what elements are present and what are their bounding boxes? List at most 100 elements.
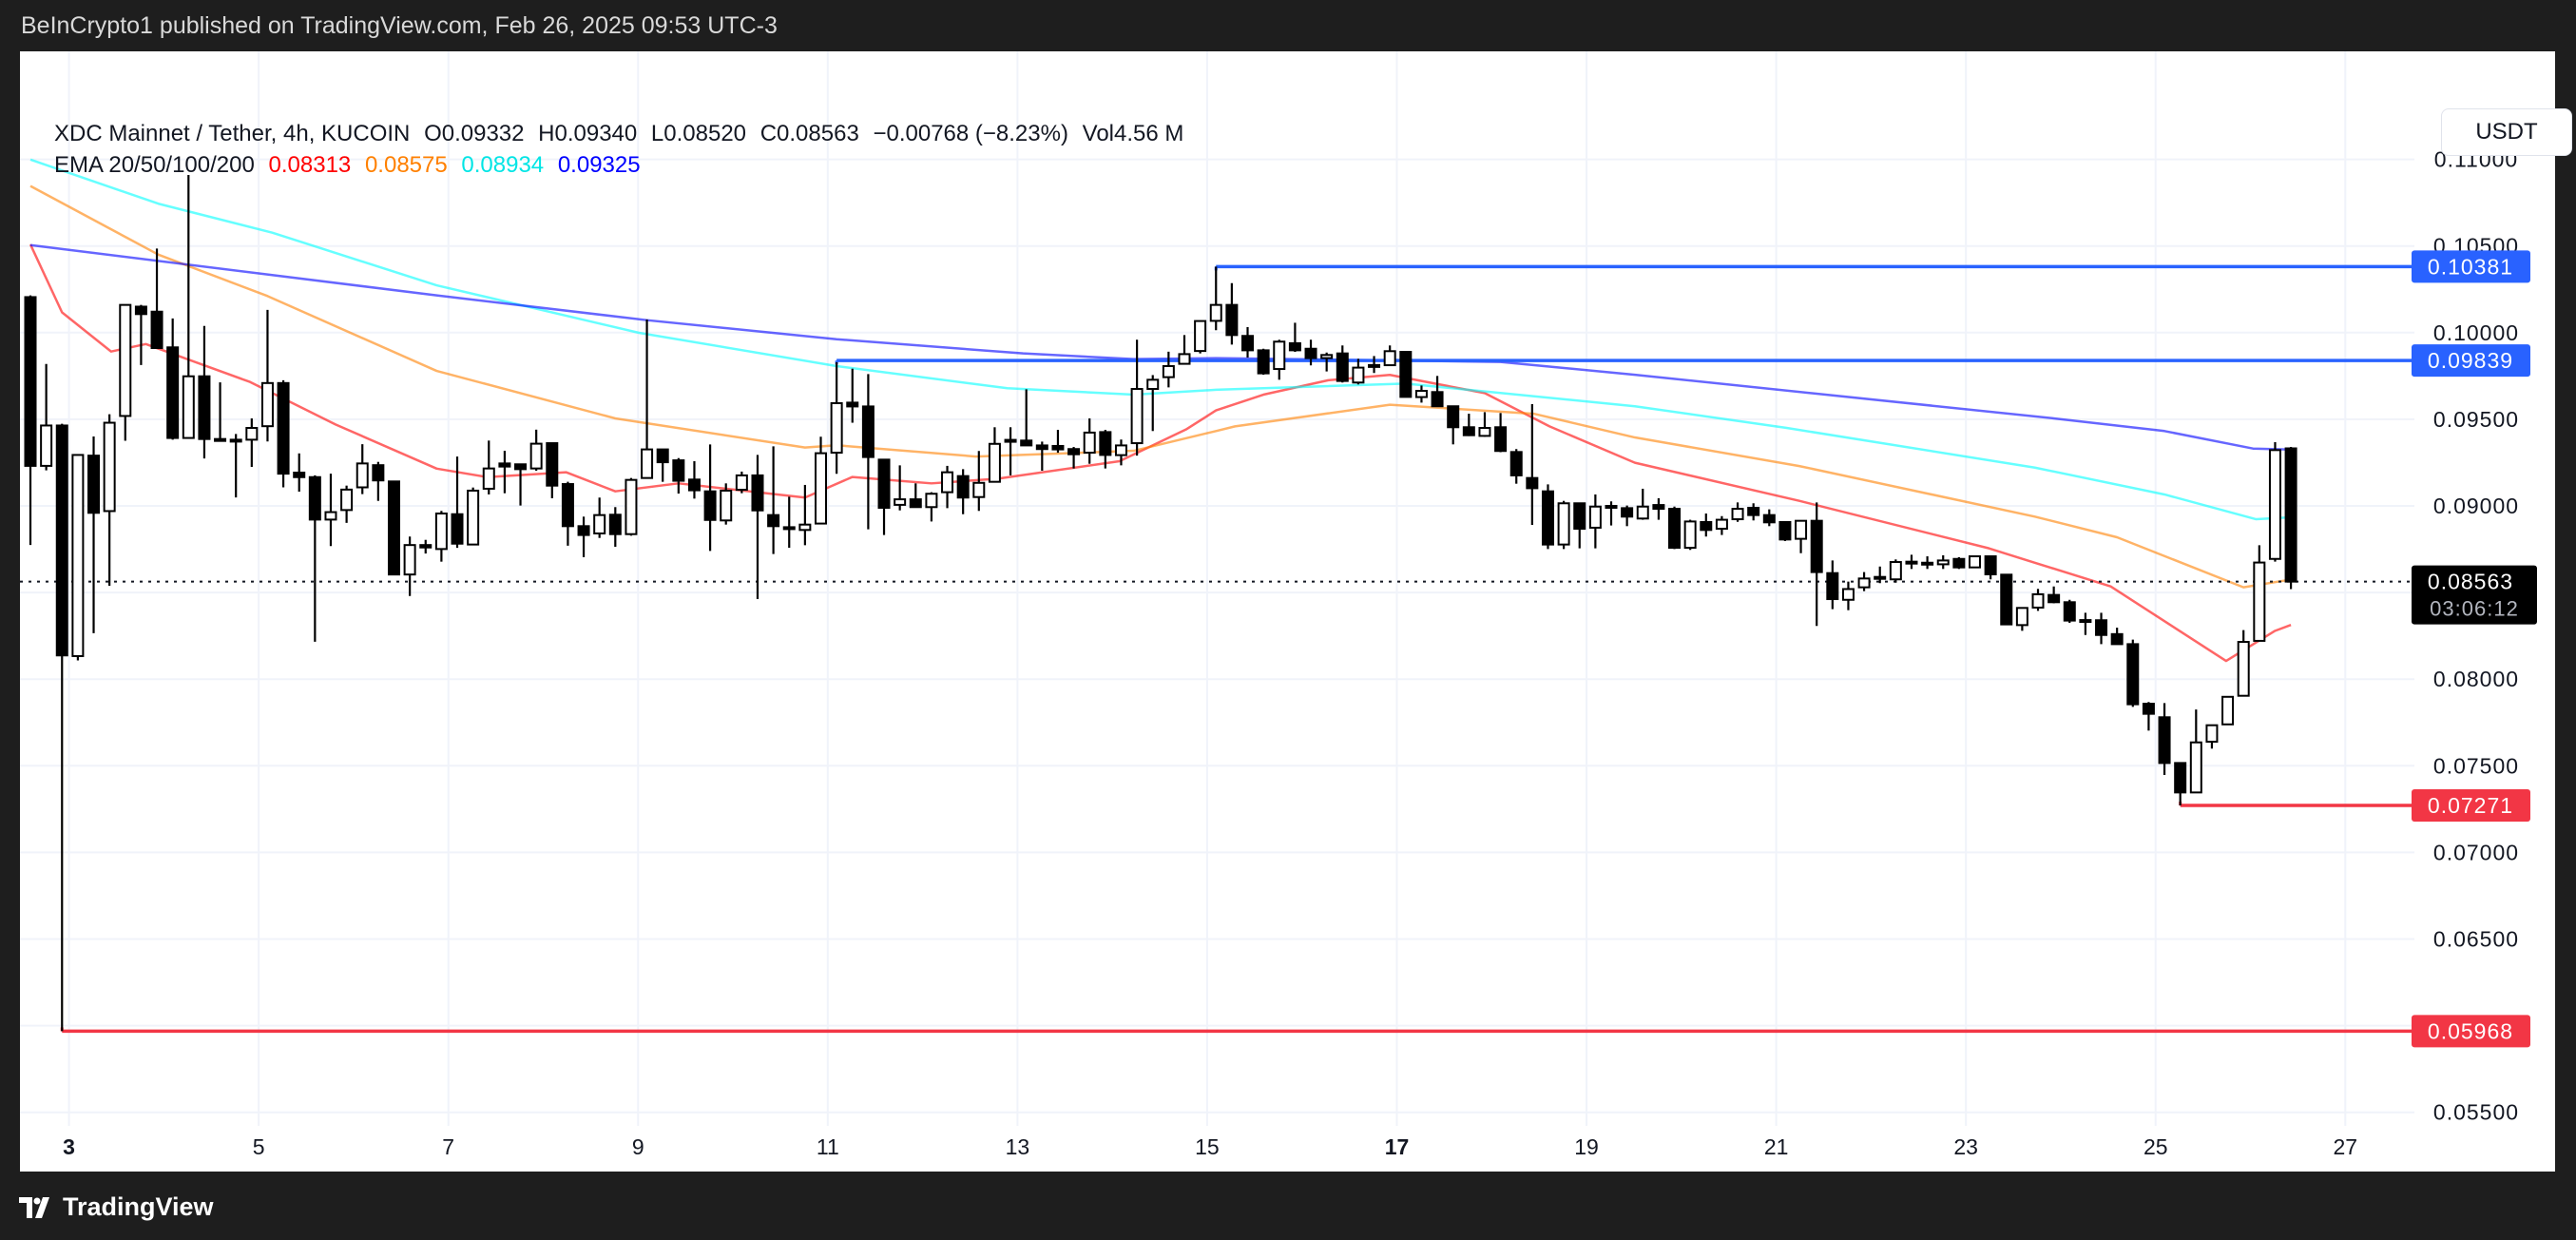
candle[interactable] — [720, 483, 733, 525]
candle[interactable] — [1225, 282, 1239, 345]
candle[interactable] — [2126, 639, 2140, 707]
candle[interactable] — [1541, 484, 1554, 550]
candle[interactable] — [2158, 703, 2171, 775]
candle[interactable] — [1399, 351, 1413, 398]
candle[interactable] — [925, 492, 938, 522]
candle[interactable] — [324, 474, 337, 547]
candle[interactable] — [293, 453, 306, 493]
candle[interactable] — [1035, 441, 1048, 472]
candle[interactable] — [815, 436, 827, 525]
candle[interactable] — [2189, 709, 2202, 794]
candle[interactable] — [1509, 449, 1523, 484]
candle[interactable] — [751, 455, 764, 600]
candle[interactable] — [1857, 572, 1871, 591]
candle[interactable] — [214, 382, 227, 442]
candle[interactable] — [1304, 339, 1317, 366]
candle[interactable] — [2110, 628, 2124, 646]
candle[interactable] — [2253, 545, 2266, 642]
candle[interactable] — [672, 457, 685, 494]
candle[interactable] — [1921, 556, 1934, 570]
candle[interactable] — [735, 471, 748, 494]
candle[interactable] — [2095, 612, 2108, 645]
candle[interactable] — [2142, 702, 2155, 731]
candle[interactable] — [229, 434, 242, 498]
candle[interactable] — [1526, 404, 1539, 526]
candle[interactable] — [467, 487, 480, 546]
candle[interactable] — [260, 309, 274, 442]
candle[interactable] — [2079, 612, 2092, 635]
candle[interactable] — [403, 536, 416, 596]
candle[interactable] — [1020, 389, 1033, 447]
candle[interactable] — [451, 456, 464, 549]
candle[interactable] — [861, 374, 875, 530]
candle[interactable] — [1083, 417, 1096, 464]
candle[interactable] — [434, 511, 448, 562]
candle[interactable] — [1194, 320, 1207, 354]
candle[interactable] — [1336, 345, 1349, 383]
candle[interactable] — [1778, 520, 1792, 541]
candle[interactable] — [1447, 405, 1460, 445]
candlestick-chart[interactable]: 3 5 7 9 11 13 15 17 19 21 23 25 270.110000.105000.10… — [20, 51, 2555, 1172]
candle[interactable] — [71, 454, 85, 661]
candle[interactable] — [1288, 322, 1301, 353]
candle[interactable] — [1478, 412, 1491, 437]
candle[interactable] — [387, 480, 400, 576]
candle[interactable] — [245, 417, 259, 468]
candle[interactable] — [641, 319, 654, 479]
symbol-title[interactable]: XDC Mainnet / Tether, 4h, KUCOIN — [54, 121, 411, 146]
candle[interactable] — [1209, 266, 1222, 331]
candle[interactable] — [2237, 630, 2250, 697]
candle[interactable] — [514, 463, 528, 506]
candle[interactable] — [546, 442, 559, 498]
candle[interactable] — [419, 539, 433, 554]
tradingview-logo[interactable]: TradingView — [19, 1192, 214, 1222]
candle[interactable] — [1557, 500, 1570, 550]
candle[interactable] — [1414, 385, 1428, 403]
candle[interactable] — [2284, 447, 2297, 590]
candle[interactable] — [1936, 554, 1950, 570]
candle[interactable] — [1762, 509, 1776, 527]
candle[interactable] — [1241, 326, 1255, 358]
candle[interactable] — [909, 483, 922, 509]
candle[interactable] — [656, 448, 669, 482]
candle[interactable] — [1810, 502, 1823, 627]
candle[interactable] — [1984, 555, 1997, 580]
candle[interactable] — [2063, 599, 2076, 623]
candle[interactable] — [2205, 724, 2219, 749]
candle[interactable] — [1162, 351, 1175, 388]
candle[interactable] — [166, 318, 180, 440]
candle[interactable] — [482, 440, 495, 494]
candle[interactable] — [308, 475, 321, 642]
candle[interactable] — [687, 460, 701, 499]
candle[interactable] — [1352, 358, 1365, 385]
candle[interactable] — [55, 423, 68, 1032]
candle[interactable] — [1588, 494, 1602, 549]
candle[interactable] — [2015, 607, 2028, 631]
candle[interactable] — [561, 481, 574, 546]
candle[interactable] — [1257, 348, 1270, 376]
candle[interactable] — [529, 429, 543, 472]
candle[interactable] — [198, 325, 211, 459]
ema-label[interactable]: EMA 20/50/100/200 — [54, 152, 255, 178]
candle[interactable] — [340, 485, 354, 523]
candle[interactable] — [1368, 356, 1381, 374]
candle[interactable] — [24, 295, 37, 546]
candle[interactable] — [498, 451, 511, 494]
candle[interactable] — [1462, 414, 1475, 436]
candle[interactable] — [1747, 503, 1760, 521]
candle[interactable] — [1636, 488, 1649, 520]
candle[interactable] — [1841, 581, 1855, 610]
candle[interactable] — [1573, 502, 1586, 549]
candle[interactable] — [1146, 375, 1160, 432]
candle[interactable] — [1130, 339, 1144, 456]
candle[interactable] — [625, 477, 638, 536]
candle[interactable] — [40, 363, 53, 471]
candle[interactable] — [941, 465, 954, 509]
candle[interactable] — [150, 248, 163, 350]
candle[interactable] — [182, 174, 195, 439]
candle[interactable] — [703, 444, 717, 552]
candle[interactable] — [2221, 695, 2235, 726]
candle[interactable] — [1731, 502, 1744, 522]
candle[interactable] — [2174, 762, 2187, 806]
candle[interactable] — [134, 304, 147, 365]
